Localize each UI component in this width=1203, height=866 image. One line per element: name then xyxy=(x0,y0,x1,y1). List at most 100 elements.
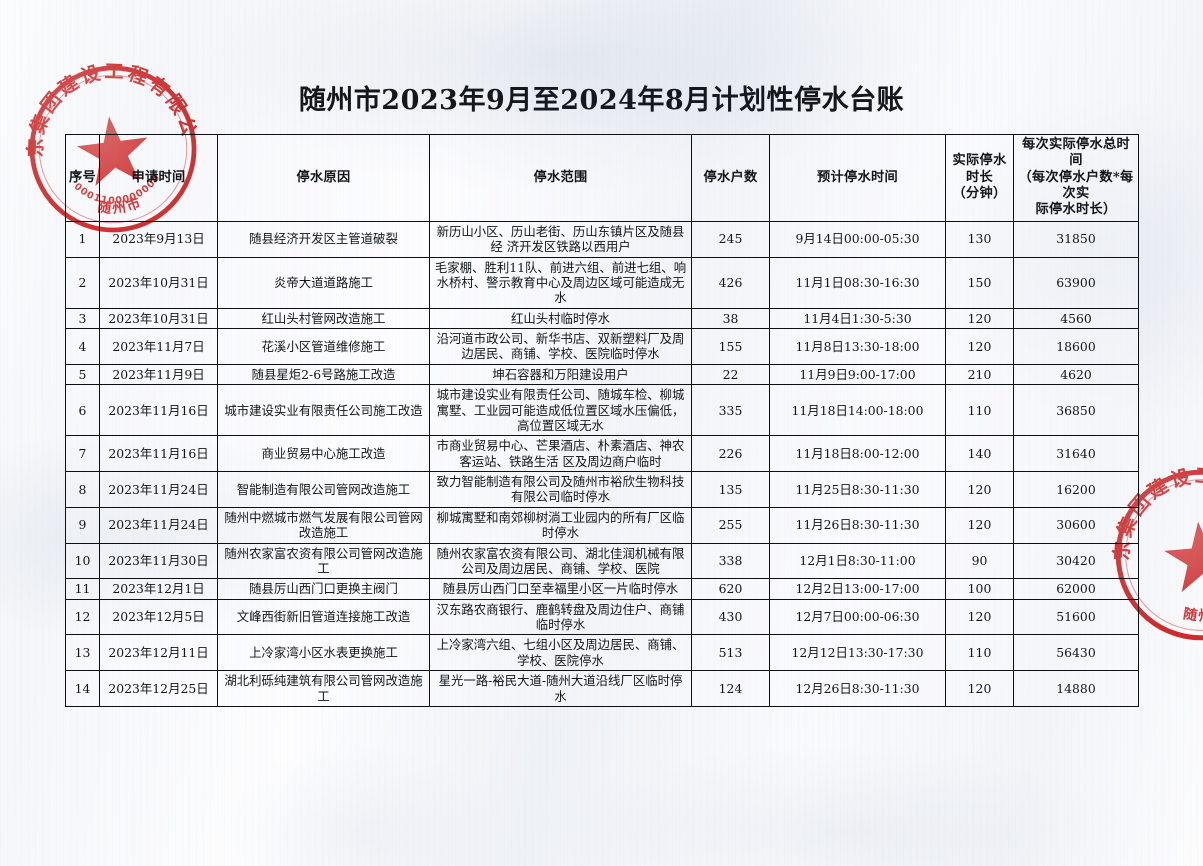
page-title: 随州市2023年9月至2024年8月计划性停水台账 xyxy=(298,85,905,116)
row-scope: 汉东路农商银行、鹿鹤转盘及周边住户、商铺临时停水 xyxy=(429,598,692,636)
row-duration: 140 xyxy=(945,435,1014,473)
column-header-planned-time: 预计停水时间 xyxy=(769,134,946,222)
row-total: 36850 xyxy=(1013,384,1139,437)
column-header-reason-text: 停水原因 xyxy=(296,169,351,185)
row-households: 513 xyxy=(691,634,770,672)
row-scope: 随州农家富农资有限公司、湖北佳润机械有限公司及周边居民、商铺、学校、医院 xyxy=(429,542,692,580)
table-row: 11 2023年12月1日 随县厉山西门口更换主阀门 随县厉山西门口至幸福里小区一片临… xyxy=(65,578,1139,600)
row-index: 5 xyxy=(65,363,100,386)
row-index: 4 xyxy=(65,328,100,365)
row-reason: 随县星炬2-6号路施工改造 xyxy=(217,363,430,386)
column-header-duration-line3: （分钟） xyxy=(952,186,1007,202)
row-index: 2 xyxy=(65,256,100,309)
row-total: 18600 xyxy=(1013,328,1139,365)
row-total: 4560 xyxy=(1013,307,1139,330)
row-index: 3 xyxy=(65,307,100,330)
row-duration: 130 xyxy=(945,220,1014,258)
table-row: 9 2023年11月24日 随州中燃城市燃气发展有限公司管网改造施工 柳城寓墅和南郊柳… xyxy=(65,506,1139,544)
row-planned-time: 11月18日14:00-18:00 xyxy=(769,384,946,437)
row-planned-time: 11月18日8:00-12:00 xyxy=(769,435,946,473)
seal-right-bottom-text: 随州市 xyxy=(1181,601,1203,626)
table-row: 12 2023年12月5日 文峰西街新旧管道连接施工改造 汉东路农商银行、鹿鹤转盘及周… xyxy=(65,598,1139,636)
row-index: 13 xyxy=(65,634,100,672)
row-planned-time: 11月1日08:30-16:30 xyxy=(769,256,946,309)
row-reason: 城市建设实业有限责任公司施工改造 xyxy=(217,384,430,437)
row-index: 8 xyxy=(65,471,100,508)
seal-right-star-icon xyxy=(1164,521,1203,593)
row-households: 255 xyxy=(691,506,770,544)
row-reason: 随县厉山西门口更换主阀门 xyxy=(217,578,430,600)
column-header-scope-text: 停水范围 xyxy=(533,169,588,185)
row-scope: 坤石容器和万阳建设用户 xyxy=(429,363,692,386)
column-header-scope: 停水范围 xyxy=(429,134,692,222)
column-header-total: 每次实际停水总时间 （每次停水户数*每次实 际停水时长） xyxy=(1013,134,1139,222)
table-row: 3 2023年10月31日 红山头村管网改造施工 红山头村临时停水 38 11月4日1:3… xyxy=(65,307,1139,330)
row-apply-time: 2023年12月5日 xyxy=(99,598,218,636)
row-households: 38 xyxy=(691,307,770,330)
row-reason: 随州农家富农资有限公司管网改造施工 xyxy=(217,542,430,580)
row-reason: 随州中燃城市燃气发展有限公司管网改造施工 xyxy=(217,506,430,544)
row-duration: 120 xyxy=(945,328,1014,365)
table-row: 5 2023年11月9日 随县星炬2-6号路施工改造 坤石容器和万阳建设用户 22 11月… xyxy=(65,363,1139,386)
row-total: 30420 xyxy=(1013,542,1139,580)
row-planned-time: 11月8日13:30-18:00 xyxy=(769,328,946,365)
row-scope: 致力智能制造有限公司及随州市裕欣生物科技有限公司临时停水 xyxy=(429,471,692,508)
row-planned-time: 11月4日1:30-5:30 xyxy=(769,307,946,330)
row-duration: 90 xyxy=(945,542,1014,580)
row-scope: 随县厉山西门口至幸福里小区一片临时停水 xyxy=(429,578,692,600)
row-scope: 毛家棚、胜利11队、前进六组、前进七组、响水桥村、警示教育中心及周边区域可能造成… xyxy=(429,256,692,309)
row-households: 155 xyxy=(691,328,770,365)
column-header-households-text: 停水户数 xyxy=(703,169,758,185)
column-header-duration-line2: 时长 xyxy=(966,169,993,185)
row-households: 426 xyxy=(691,256,770,309)
row-total: 30600 xyxy=(1013,506,1139,544)
row-index: 7 xyxy=(65,435,100,473)
row-apply-time: 2023年12月11日 xyxy=(99,634,218,672)
row-apply-time: 2023年11月16日 xyxy=(99,435,218,473)
column-header-total-line2: （每次停水户数*每次实 xyxy=(1018,169,1134,202)
row-index: 12 xyxy=(65,598,100,636)
seal-right-bottom-text-path: 随州市 xyxy=(1181,601,1203,626)
row-index: 14 xyxy=(65,670,100,707)
table-row: 7 2023年11月16日 商业贸易中心施工改造 市商业贸易中心、芒果酒店、朴素酒店、… xyxy=(65,435,1139,473)
row-total: 51600 xyxy=(1013,598,1139,636)
row-planned-time: 11月25日8:30-11:30 xyxy=(769,471,946,508)
row-duration: 100 xyxy=(945,578,1014,600)
row-apply-time: 2023年11月30日 xyxy=(99,542,218,580)
row-reason: 红山头村管网改造施工 xyxy=(217,307,430,330)
row-planned-time: 11月9日9:00-17:00 xyxy=(769,363,946,386)
row-households: 226 xyxy=(691,435,770,473)
column-header-apply-time: 申请时间 xyxy=(99,134,218,222)
row-duration: 110 xyxy=(945,384,1014,437)
row-total: 4620 xyxy=(1013,363,1139,386)
table-row: 13 2023年12月11日 上冷家湾小区水表更换施工 上冷家湾六组、七组小区及周边居… xyxy=(65,634,1139,672)
row-index: 10 xyxy=(65,542,100,580)
row-scope: 新历山小区、历山老街、历山东镇片区及随县经 济开发区铁路以西用户 xyxy=(429,220,692,258)
row-apply-time: 2023年12月1日 xyxy=(99,578,218,600)
row-apply-time: 2023年11月24日 xyxy=(99,506,218,544)
row-apply-time: 2023年10月31日 xyxy=(99,307,218,330)
column-header-households: 停水户数 xyxy=(691,134,770,222)
row-index: 11 xyxy=(65,578,100,600)
row-total: 14880 xyxy=(1013,670,1139,707)
row-reason: 湖北利砾纯建筑有限公司管网改造施工 xyxy=(217,670,430,707)
table-row: 14 2023年12月25日 湖北利砾纯建筑有限公司管网改造施工 星光一路-裕民大道-… xyxy=(65,670,1139,707)
row-duration: 120 xyxy=(945,506,1014,544)
row-reason: 炎帝大道道路施工 xyxy=(217,256,430,309)
row-households: 430 xyxy=(691,598,770,636)
row-apply-time: 2023年12月25日 xyxy=(99,670,218,707)
row-duration: 120 xyxy=(945,598,1014,636)
row-total: 56430 xyxy=(1013,634,1139,672)
table-header: 序号 申请时间 停水原因 停水范围 停水户数 预计停水时间 xyxy=(65,134,1139,222)
table-row: 8 2023年11月24日 智能制造有限公司管网改造施工 致力智能制造有限公司及随州市… xyxy=(65,471,1139,508)
water-outage-ledger-table: 序号 申请时间 停水原因 停水范围 停水户数 预计停水时间 xyxy=(65,134,1139,707)
row-total: 31640 xyxy=(1013,435,1139,473)
row-scope: 城市建设实业有限责任公司、随城车检、柳城寓墅、工业园可能造成低位置区域水压偏低，… xyxy=(429,384,692,437)
row-reason: 随县经济开发区主管道破裂 xyxy=(217,220,430,258)
row-planned-time: 12月7日00:00-06:30 xyxy=(769,598,946,636)
row-households: 245 xyxy=(691,220,770,258)
row-apply-time: 2023年11月24日 xyxy=(99,471,218,508)
row-apply-time: 2023年11月16日 xyxy=(99,384,218,437)
row-reason: 花溪小区管道维修施工 xyxy=(217,328,430,365)
